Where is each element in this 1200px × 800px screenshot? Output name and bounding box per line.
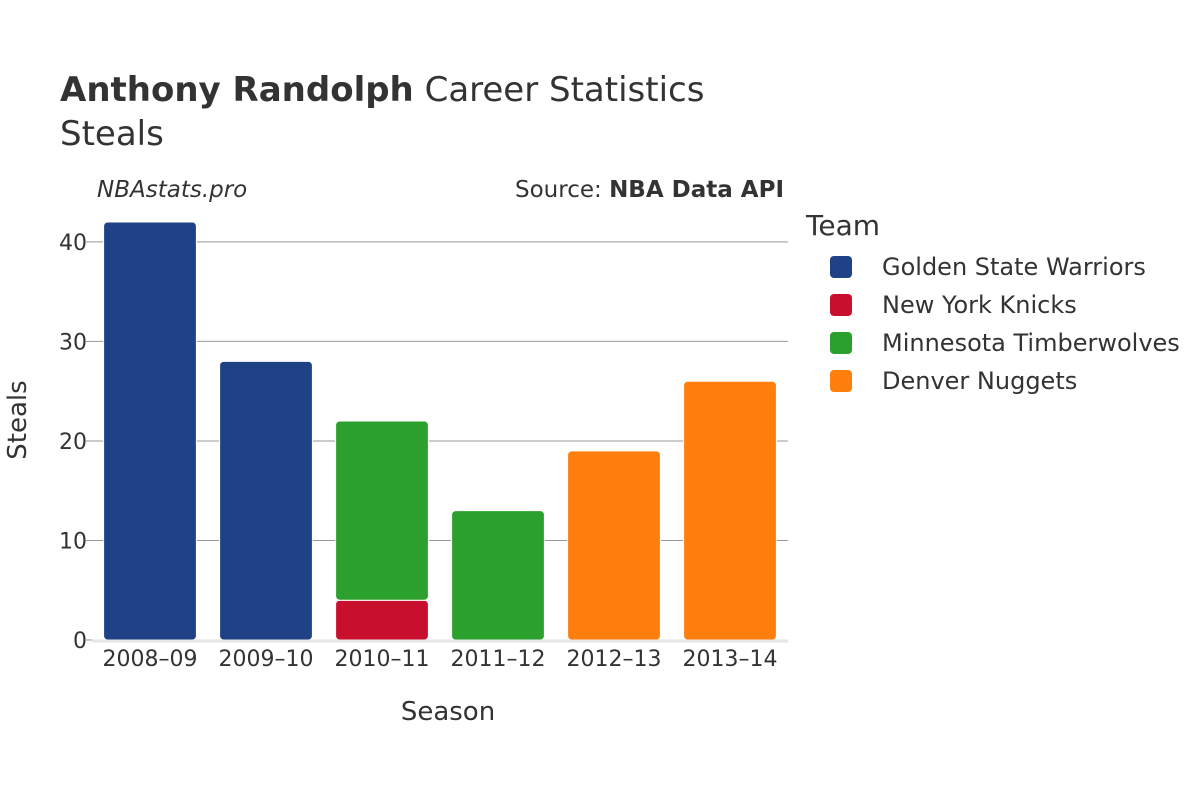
y-tick-label: 30 <box>59 330 87 355</box>
legend-title: Team <box>806 209 881 242</box>
bar <box>335 420 429 601</box>
y-tick-label: 0 <box>73 629 87 654</box>
x-axis-label: Season <box>401 697 495 727</box>
y-tick-label: 20 <box>59 430 87 455</box>
legend-swatch <box>830 370 852 392</box>
legend-item[interactable]: New York Knicks <box>830 290 1077 320</box>
chart-subtitle: Steals <box>60 114 164 154</box>
legend-label: Golden State Warriors <box>882 253 1146 281</box>
legend-swatch <box>830 256 852 278</box>
legend-item[interactable]: Denver Nuggets <box>830 366 1077 396</box>
legend-item[interactable]: Golden State Warriors <box>830 252 1146 282</box>
bar <box>335 599 429 641</box>
x-tick-label: 2009–10 <box>219 647 314 672</box>
chart-title: Anthony Randolph Career Statistics <box>60 68 704 112</box>
watermark: NBAstats.pro <box>97 177 248 203</box>
legend-swatch <box>830 294 852 316</box>
bar <box>219 360 313 641</box>
chart-title-rest: Career Statistics <box>413 70 705 110</box>
legend-swatch <box>830 332 852 354</box>
x-tick-label: 2010–11 <box>335 647 430 672</box>
chart-title-player: Anthony Randolph <box>60 70 414 110</box>
y-axis-label: Steals <box>3 380 33 459</box>
x-tick-label: 2013–14 <box>683 647 778 672</box>
bar <box>103 221 197 641</box>
x-tick-label: 2012–13 <box>567 647 662 672</box>
source-note: Source: NBA Data API <box>515 177 784 203</box>
legend-item[interactable]: Minnesota Timberwolves <box>830 328 1180 358</box>
x-tick-label: 2011–12 <box>451 647 546 672</box>
x-tick-label: 2008–09 <box>103 647 198 672</box>
bar <box>567 450 661 641</box>
legend-label: Minnesota Timberwolves <box>882 329 1180 357</box>
bar <box>451 510 545 641</box>
bar <box>683 380 777 641</box>
y-tick-label: 10 <box>59 529 87 554</box>
legend-label: Denver Nuggets <box>882 367 1078 395</box>
source-prefix: Source: <box>515 177 610 203</box>
source-name: NBA Data API <box>609 177 784 203</box>
legend-label: New York Knicks <box>882 291 1077 319</box>
y-tick-label: 40 <box>59 231 87 256</box>
